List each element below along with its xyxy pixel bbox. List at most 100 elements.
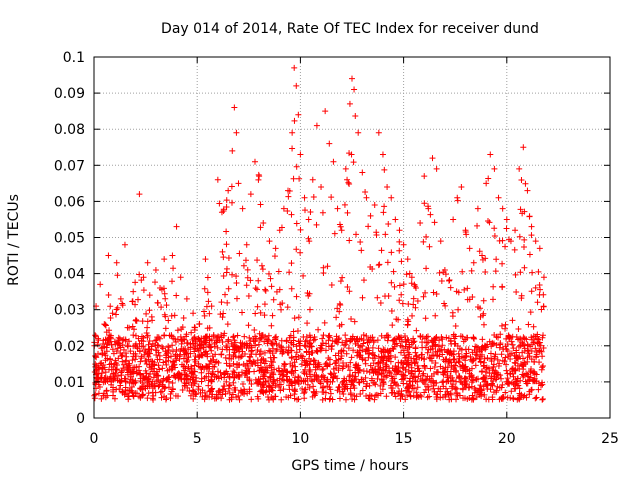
data-point xyxy=(481,355,488,362)
data-point xyxy=(464,380,471,387)
data-point xyxy=(495,194,502,201)
data-point xyxy=(524,354,531,361)
data-point xyxy=(479,343,486,350)
data-point xyxy=(254,379,261,386)
data-point xyxy=(352,364,359,371)
data-point xyxy=(391,283,398,290)
data-point xyxy=(492,268,499,275)
data-point xyxy=(488,375,495,382)
data-point xyxy=(101,374,108,381)
data-point xyxy=(532,238,539,245)
data-point xyxy=(339,274,346,281)
data-point xyxy=(321,319,328,326)
data-point xyxy=(245,293,252,300)
data-point xyxy=(479,256,486,263)
data-point xyxy=(422,381,429,388)
data-point xyxy=(326,384,333,391)
data-point xyxy=(263,387,270,394)
data-point xyxy=(269,370,276,377)
data-point xyxy=(392,366,399,373)
data-point xyxy=(311,357,318,364)
data-point xyxy=(293,246,300,253)
data-point xyxy=(379,386,386,393)
data-point xyxy=(114,272,121,279)
data-point xyxy=(380,209,387,216)
data-point xyxy=(212,351,219,358)
data-point xyxy=(539,334,546,341)
data-point xyxy=(536,348,543,355)
data-point xyxy=(320,264,327,271)
data-point xyxy=(284,208,291,215)
data-point xyxy=(326,140,333,147)
data-point xyxy=(497,340,504,347)
data-point xyxy=(205,298,212,305)
data-point xyxy=(505,380,512,387)
data-point xyxy=(401,357,408,364)
data-point xyxy=(165,346,172,353)
data-point xyxy=(290,341,297,348)
data-point xyxy=(162,325,169,332)
data-point xyxy=(132,350,139,357)
data-point xyxy=(381,203,388,210)
data-point xyxy=(126,379,133,386)
data-point xyxy=(291,117,298,124)
data-point xyxy=(309,393,316,400)
data-point xyxy=(380,349,387,356)
data-point xyxy=(92,352,99,359)
data-point xyxy=(243,241,250,248)
data-point xyxy=(322,347,329,354)
data-point xyxy=(422,365,429,372)
data-point xyxy=(421,173,428,180)
data-point xyxy=(384,337,391,344)
data-point xyxy=(108,360,115,367)
data-point xyxy=(294,396,301,403)
data-point xyxy=(427,346,434,353)
data-point xyxy=(301,395,308,402)
data-point xyxy=(466,245,473,252)
data-point xyxy=(140,287,147,294)
data-point xyxy=(384,259,391,266)
data-point xyxy=(116,335,123,342)
data-point xyxy=(166,332,173,339)
data-point xyxy=(535,336,542,343)
data-point xyxy=(278,396,285,403)
data-point xyxy=(112,311,119,318)
data-point xyxy=(123,353,130,360)
data-point xyxy=(266,374,273,381)
data-point xyxy=(459,268,466,275)
data-point xyxy=(457,378,464,385)
data-point xyxy=(442,302,449,309)
data-point xyxy=(393,316,400,323)
data-point xyxy=(136,348,143,355)
data-point xyxy=(521,372,528,379)
data-point xyxy=(158,304,165,311)
data-point xyxy=(139,379,146,386)
data-point xyxy=(342,396,349,403)
data-point xyxy=(304,320,311,327)
data-point xyxy=(415,373,422,380)
data-point xyxy=(179,324,186,331)
y-tick-label: 0.05 xyxy=(54,231,85,247)
data-point xyxy=(513,380,520,387)
data-point xyxy=(442,364,449,371)
data-point xyxy=(538,382,545,389)
data-point xyxy=(398,258,405,265)
data-point xyxy=(169,278,176,285)
data-point xyxy=(474,205,481,212)
data-point xyxy=(293,356,300,363)
data-point xyxy=(92,332,99,339)
data-point xyxy=(257,309,264,316)
data-point xyxy=(387,358,394,365)
data-point xyxy=(412,304,419,311)
data-point xyxy=(275,268,282,275)
data-point xyxy=(218,351,225,358)
data-point xyxy=(328,282,335,289)
data-point xyxy=(486,338,493,345)
data-point xyxy=(220,383,227,390)
data-point xyxy=(349,336,356,343)
data-point xyxy=(132,356,139,363)
data-point xyxy=(429,343,436,350)
data-point xyxy=(412,285,419,292)
data-point xyxy=(330,158,337,165)
data-point xyxy=(104,377,111,384)
